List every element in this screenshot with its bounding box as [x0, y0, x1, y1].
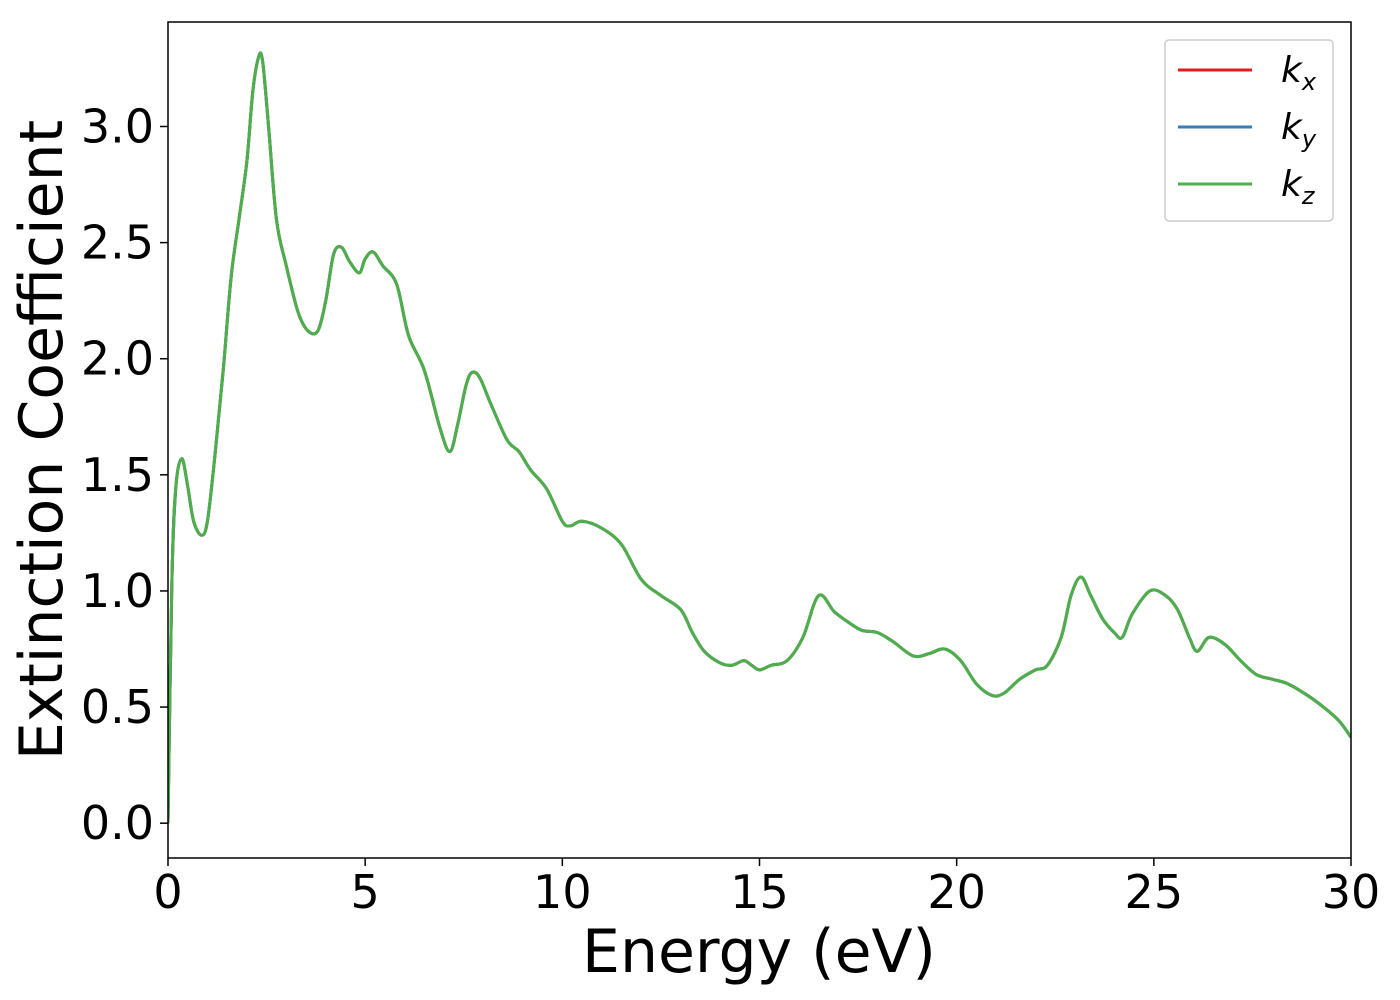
y-tick-label: 3.0	[81, 100, 154, 154]
legend-label-kz: kz	[1281, 164, 1316, 210]
y-tick-label: 2.0	[81, 332, 154, 386]
y-axis-title: Extinction Coefficient	[7, 120, 77, 760]
x-tick-label: 30	[1322, 865, 1381, 919]
legend-box	[1164, 39, 1334, 222]
plot-lines	[168, 51, 1351, 824]
x-axis: 0 5 10 15 20 25 30	[153, 858, 1380, 919]
series-line-kz	[168, 51, 1351, 824]
x-tick-label: 5	[351, 865, 380, 919]
legend-label-base: k	[1281, 50, 1304, 91]
x-tick-label: 25	[1125, 865, 1184, 919]
x-tick-label: 10	[533, 865, 592, 919]
x-tick-label: 15	[730, 865, 789, 919]
y-tick-label: 1.5	[81, 448, 154, 502]
legend-label-subscript: z	[1301, 182, 1316, 210]
y-tick-label: 0.0	[81, 796, 154, 850]
legend-label-ky: ky	[1281, 107, 1317, 153]
x-tick-label: 20	[927, 865, 986, 919]
legend-label-base: k	[1281, 107, 1304, 148]
y-tick-label: 0.5	[81, 680, 154, 734]
x-axis-title: Energy (eV)	[582, 917, 936, 987]
x-tick-label: 0	[153, 865, 182, 919]
legend-label-subscript: y	[1301, 125, 1317, 153]
y-axis: 0.0 0.5 1.0 1.5 2.0 2.5 3.0	[81, 100, 168, 850]
legend-label-kx: kx	[1281, 50, 1317, 96]
y-tick-label: 2.5	[81, 216, 154, 270]
legend-label-subscript: x	[1301, 68, 1317, 96]
legend-label-base: k	[1281, 164, 1304, 205]
y-tick-label: 1.0	[81, 564, 154, 618]
